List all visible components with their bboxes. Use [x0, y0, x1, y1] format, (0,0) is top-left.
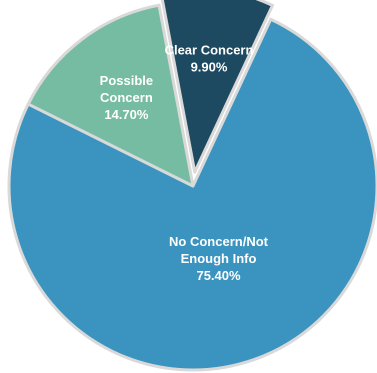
pie-slice-1 — [7, 17, 377, 372]
slice-label-2: Possible Concern 14.70% — [100, 73, 153, 122]
slice-category-label: No Concern/Not — [169, 234, 269, 249]
pie-slice-3 — [160, 0, 275, 174]
pie-labels: No Concern/Not Enough Info 75.40% Possible C… — [100, 42, 269, 283]
slice-value-label: 9.90% — [191, 59, 228, 74]
slice-value-label: 75.40% — [196, 268, 241, 283]
pie-slices — [7, 0, 377, 372]
slice-category-label: Enough Info — [181, 251, 257, 266]
slice-label-1: No Concern/Not Enough Info 75.40% — [169, 234, 269, 283]
slice-category-label: Clear Concern — [165, 42, 254, 57]
slice-label-3: Clear Concern 9.90% — [165, 42, 254, 74]
slice-category-label: Concern — [100, 90, 153, 105]
pie-slice-2 — [26, 3, 195, 188]
slice-category-label: Possible — [100, 73, 153, 88]
slice-value-label: 14.70% — [104, 107, 149, 122]
